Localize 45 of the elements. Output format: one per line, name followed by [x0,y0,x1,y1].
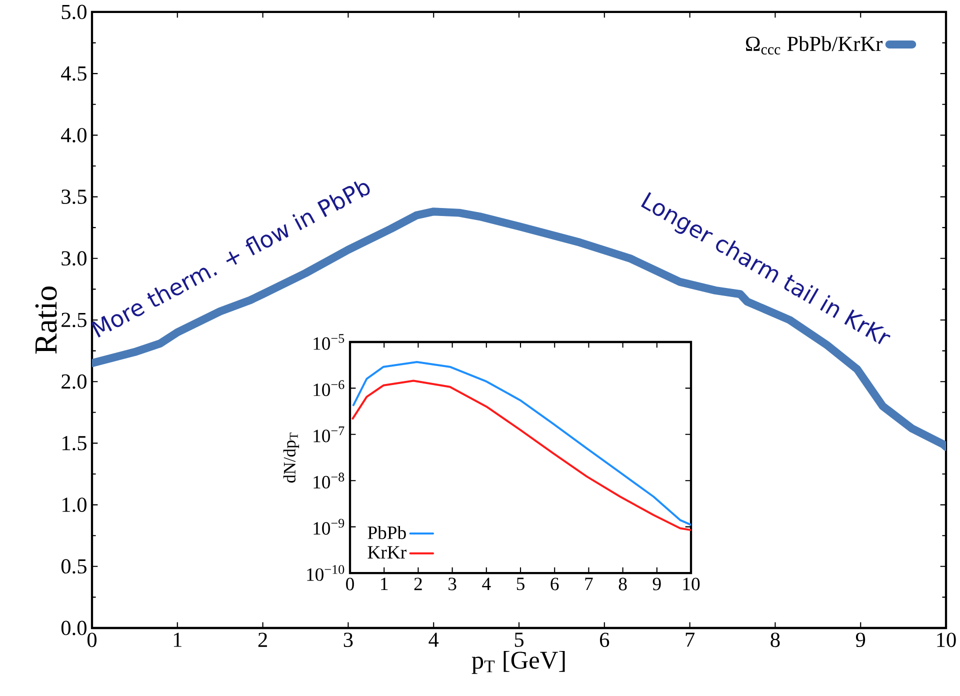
y-tick-label: 3.0 [62,251,86,266]
x-tick-label: 9 [856,632,866,648]
y-axis-title: dN/dp$_{T}$ [283,432,300,483]
x-tick-label: 9 [652,578,661,590]
x-tick-label: 5 [514,632,524,647]
x-tick-label: 8 [618,578,627,590]
y-tick-label: 10$^{−5}$ [314,334,344,350]
y-tick-label: 10$^{−8}$ [314,472,344,489]
y-tick-label: 1.0 [62,498,86,512]
x-tick-label: 1 [381,578,388,590]
x-tick-label: 4 [482,578,491,590]
y-tick-label: 10$^{−10}$ [307,565,344,581]
x-tick-label: 4 [428,632,439,647]
x-axis-title: p$_{T}$ [GeV] [472,650,565,674]
legend-label: KrKr [368,546,406,558]
x-tick-label: 7 [686,632,695,647]
y-tick-label: 10$^{−6}$ [314,380,344,396]
y-tick-label: 0.5 [61,559,86,574]
x-tick-label: 10 [683,578,700,590]
x-tick-label: 10 [937,632,956,648]
x-tick-label: 1 [174,632,182,647]
y-tick-label: 2.0 [62,374,86,389]
x-tick-label: 7 [585,578,593,590]
y-tick-label: 10$^{−7}$ [314,426,344,442]
y-tick-label: 4.0 [61,128,86,142]
x-tick-label: 6 [600,632,610,648]
x-tick-label: 0 [87,632,97,648]
y-tick-label: 5.0 [62,4,86,20]
y-tick-label: 3.5 [62,190,86,204]
x-tick-label: 5 [516,578,524,590]
y-axis-title: Ratio [35,286,57,354]
x-tick-label: 3 [448,578,456,590]
y-tick-label: 2.5 [62,312,86,328]
x-tick-label: 2 [258,632,267,647]
x-tick-label: 2 [414,578,422,590]
y-tick-label: 1.5 [62,436,86,450]
y-tick-label: 10$^{−9}$ [314,518,344,535]
legend-label: PbPb [368,526,406,540]
x-tick-label: 8 [770,632,780,648]
x-tick-label: 6 [550,578,559,590]
legend-label: Ω$_{ccc}$ PbPb/KrKr [746,36,882,54]
y-tick-label: 4.5 [61,66,86,81]
x-tick-label: 0 [346,578,354,590]
y-tick-label: 0.0 [61,620,86,636]
x-tick-label: 3 [344,632,353,648]
